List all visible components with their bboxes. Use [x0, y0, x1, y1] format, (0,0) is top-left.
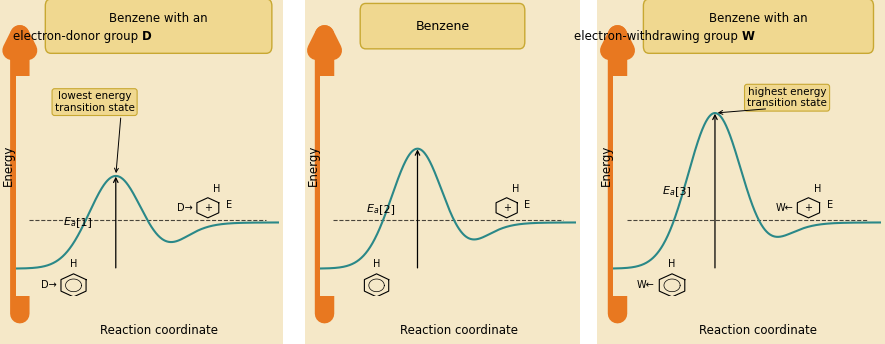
Text: $\it{E}_a$: $\it{E}_a$ [63, 215, 76, 229]
FancyBboxPatch shape [360, 3, 525, 49]
Text: D: D [142, 30, 151, 43]
Text: Benzene with an: Benzene with an [709, 12, 808, 25]
Text: H: H [814, 183, 821, 194]
Text: W←: W← [775, 203, 793, 213]
Text: [3]: [3] [675, 186, 690, 196]
Text: W←: W← [637, 280, 655, 290]
Text: $\it{E}_a$: $\it{E}_a$ [366, 202, 379, 216]
Text: electron-donor group: electron-donor group [12, 30, 142, 43]
Text: highest energy
transition state: highest energy transition state [747, 87, 827, 108]
Text: Energy: Energy [307, 144, 320, 186]
Text: H: H [373, 259, 381, 269]
Text: D→: D→ [177, 203, 193, 213]
Text: H: H [668, 259, 676, 269]
Text: E: E [827, 200, 833, 210]
Text: D→: D→ [41, 280, 57, 290]
Text: H: H [512, 183, 519, 194]
Text: Benzene: Benzene [415, 20, 470, 33]
Text: +: + [204, 203, 212, 213]
Text: +: + [503, 203, 511, 213]
Text: Reaction coordinate: Reaction coordinate [100, 324, 218, 337]
Text: H: H [213, 183, 220, 194]
Text: lowest energy
transition state: lowest energy transition state [55, 91, 135, 113]
Text: $\it{E}_a$: $\it{E}_a$ [662, 184, 675, 198]
FancyBboxPatch shape [45, 0, 272, 53]
Text: +: + [804, 203, 812, 213]
Text: H: H [70, 259, 77, 269]
Text: Reaction coordinate: Reaction coordinate [400, 324, 518, 337]
Text: [2]: [2] [379, 204, 396, 214]
Text: Energy: Energy [599, 144, 612, 186]
FancyBboxPatch shape [643, 0, 873, 53]
Text: electron-withdrawing group: electron-withdrawing group [573, 30, 742, 43]
Text: Reaction coordinate: Reaction coordinate [699, 324, 818, 337]
Text: Energy: Energy [2, 144, 15, 186]
Text: E: E [226, 200, 232, 210]
Text: E: E [524, 200, 530, 210]
Text: [1]: [1] [76, 217, 92, 227]
Text: W: W [742, 30, 754, 43]
Text: Benzene with an: Benzene with an [109, 12, 208, 25]
